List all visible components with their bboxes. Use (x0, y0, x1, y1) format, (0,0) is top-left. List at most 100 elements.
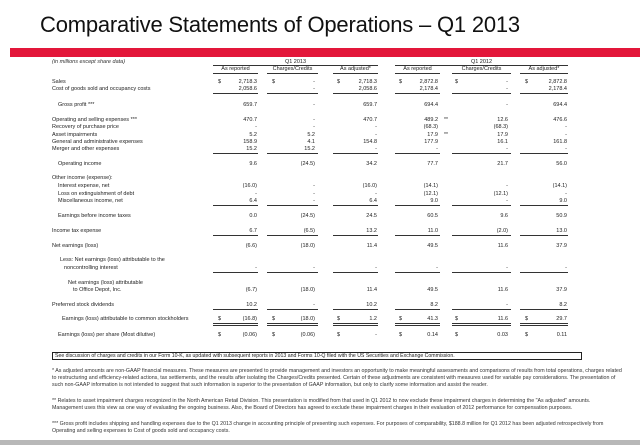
row-label: Earnings before income taxes (58, 213, 131, 219)
currency-symbol: $ (399, 79, 403, 85)
col-header-as-adjusted-2013: As adjusted* (333, 66, 378, 74)
cell-value: 4.1 (307, 139, 315, 145)
cell-value: 154.8 (363, 139, 377, 145)
underline (395, 93, 440, 94)
footnote-2: ** Relates to asset impairment charges r… (52, 398, 591, 412)
title-divider-bar (10, 48, 640, 57)
underline (520, 153, 568, 154)
currency-symbol: $ (337, 332, 341, 338)
currency-symbol: $ (272, 79, 276, 85)
cell-value: - (313, 86, 315, 92)
cell-value: 476.6 (553, 117, 567, 123)
cell-value: - (375, 132, 377, 138)
cell-value: - (506, 198, 508, 204)
cell-value: 0.14 (427, 332, 438, 338)
currency-symbol: $ (272, 316, 276, 322)
cell-value: - (565, 146, 567, 152)
currency-symbol: $ (337, 316, 341, 322)
cell-value: 2,872.8 (419, 79, 438, 85)
cell-value: 10.2 (246, 302, 257, 308)
cell-value: 11.0 (427, 228, 438, 234)
cell-value: - (565, 124, 567, 130)
cell-value: 9.0 (430, 198, 438, 204)
col-header-as-reported-2012: As reported (395, 66, 440, 74)
cell-value: 177.9 (424, 139, 438, 145)
underline (213, 272, 258, 273)
footnote-marker: ** (444, 132, 448, 138)
cell-value: 17.9 (497, 132, 508, 138)
underline (333, 205, 378, 206)
cell-value: (24.5) (300, 161, 315, 167)
row-label: Earnings (loss) per share (Most dilutive… (58, 332, 156, 338)
underline (452, 153, 511, 154)
cell-value: - (313, 191, 315, 197)
row-label: Net earnings (loss) attributable (68, 280, 143, 286)
cell-value: 470.7 (243, 117, 257, 123)
cell-value: - (255, 124, 257, 130)
cell-value: - (375, 332, 377, 338)
group-header-q1-2012: Q1 2012 (395, 59, 568, 66)
cell-value: - (506, 86, 508, 92)
units-note: (in millions except share data) (52, 59, 126, 65)
row-label: Income tax expense (52, 228, 102, 234)
cell-value: 9.6 (500, 213, 508, 219)
row-label: Other income (expense): (52, 175, 113, 181)
cell-value: - (565, 265, 567, 271)
cell-value: - (506, 265, 508, 271)
underline (452, 93, 511, 94)
underline (520, 93, 568, 94)
row-label: Preferred stock dividends (52, 302, 115, 308)
cell-value: 11.6 (497, 287, 508, 293)
footer-bar (0, 440, 640, 445)
underline (213, 93, 258, 94)
cell-value: 15.2 (304, 146, 315, 152)
currency-symbol: $ (272, 332, 276, 338)
cell-value: 158.9 (243, 139, 257, 145)
underline (267, 272, 318, 273)
cell-value: (6.5) (303, 228, 315, 234)
footnote-3: *** Gross profit includes shipping and h… (52, 421, 604, 435)
cell-value: - (375, 265, 377, 271)
cell-value: - (313, 302, 315, 308)
cell-value: (16.8) (242, 316, 257, 322)
cell-value: 49.5 (427, 243, 438, 249)
cell-value: (18.0) (300, 243, 315, 249)
cell-value: 2,178.4 (419, 86, 438, 92)
currency-symbol: $ (218, 79, 222, 85)
row-label: noncontrolling interest (64, 265, 118, 271)
double-underline (213, 325, 258, 326)
underline (267, 153, 318, 154)
underline (452, 235, 511, 236)
underline (333, 235, 378, 236)
cell-value: 6.4 (249, 198, 257, 204)
cell-value: 5.2 (249, 132, 257, 138)
cell-value: (16.0) (362, 183, 377, 189)
cell-value: 56.0 (556, 161, 567, 167)
cell-value: (6.6) (245, 243, 257, 249)
cell-value: 15.2 (246, 146, 257, 152)
cell-value: 5.2 (307, 132, 315, 138)
currency-symbol: $ (455, 79, 459, 85)
cell-value: 1.2 (369, 316, 377, 322)
row-label: Sales (52, 79, 66, 85)
cell-value: - (506, 102, 508, 108)
row-label: Less: Net earnings (loss) attributable t… (60, 257, 165, 263)
cell-value: 6.7 (249, 228, 257, 234)
cell-value: (24.5) (300, 213, 315, 219)
underline (213, 153, 258, 154)
row-label: Merger and other expenses (52, 146, 120, 152)
cell-value: 13.2 (366, 228, 377, 234)
cell-value: - (375, 124, 377, 130)
cell-value: (14.1) (423, 183, 438, 189)
cell-value: - (313, 265, 315, 271)
footnote-1: * As adjusted amounts are non-GAAP finan… (52, 368, 622, 389)
cell-value: 10.2 (366, 302, 377, 308)
cell-value: 2,058.6 (238, 86, 257, 92)
cell-value: 17.9 (427, 132, 438, 138)
row-label: Miscellaneous income, net (58, 198, 123, 204)
underline (395, 153, 440, 154)
cell-value: 29.7 (556, 316, 567, 322)
cell-value: (14.1) (552, 183, 567, 189)
underline (267, 309, 318, 310)
col-header-as-reported-2013: As reported (213, 66, 258, 74)
